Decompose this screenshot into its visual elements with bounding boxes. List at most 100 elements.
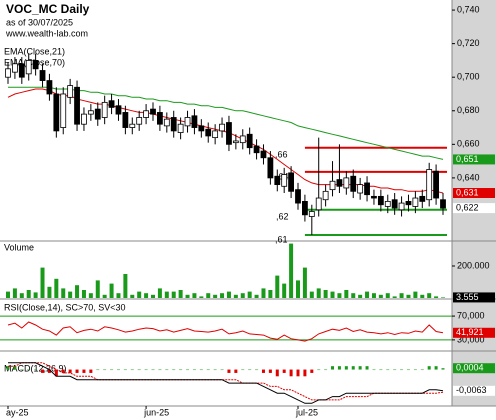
candle-body (53, 93, 60, 132)
volume-bar (68, 291, 73, 298)
histogram-bar (413, 369, 417, 371)
panel-title: MACD(12,26,9) (4, 363, 67, 373)
volume-bar (337, 293, 342, 298)
volume-bar (406, 294, 411, 298)
volume-bar (365, 291, 370, 298)
candle-body (371, 195, 377, 199)
candle-body (60, 93, 67, 128)
volume-bar (47, 286, 52, 298)
candle-body (302, 200, 308, 216)
histogram-bar (110, 369, 114, 371)
volume-bar (116, 293, 121, 298)
volume-bar (137, 291, 142, 298)
x-tick-label: jul-25 (295, 407, 318, 417)
panel-title: RSI(Close,14), SC>70, SV<30 (4, 302, 126, 312)
volume-bar (6, 291, 10, 298)
histogram-bar (47, 369, 51, 373)
histogram-bar (255, 369, 259, 371)
y-tick-label: 0,740 (457, 4, 480, 14)
x-tick-label: ay-25 (6, 407, 29, 417)
volume-bar (102, 294, 107, 298)
candle-body (350, 175, 357, 192)
candle-body (191, 115, 198, 128)
last-value-box (453, 363, 495, 374)
volume-bar (371, 293, 376, 298)
histogram-bar (54, 369, 58, 377)
candle-body (46, 80, 53, 95)
histogram-bar (275, 369, 279, 377)
volume-bar (130, 294, 135, 298)
last-value-box (453, 203, 495, 214)
histogram-bar (199, 369, 203, 371)
histogram-bar (192, 369, 196, 371)
y-tick-label: 70,000 (457, 310, 485, 320)
candle-body (398, 202, 405, 211)
histogram-bar (441, 368, 445, 370)
candle-body (391, 199, 398, 209)
volume-bar (296, 280, 300, 298)
volume-bar (420, 294, 425, 298)
volume-bar (309, 291, 314, 298)
last-value-box (453, 327, 495, 338)
last-value-label: -0,0063 (456, 385, 487, 395)
candle-body (198, 125, 205, 132)
volume-bar (323, 290, 328, 298)
volume-bar (19, 293, 24, 298)
candle-body (322, 190, 329, 201)
candle-body (136, 117, 143, 125)
histogram-bar (303, 369, 307, 377)
macd-line (8, 362, 444, 404)
chart-title: VOC_MC Daily (6, 2, 90, 16)
candle-body (94, 108, 101, 120)
y-tick-label: 0,660 (457, 139, 480, 149)
candle-body (253, 145, 260, 154)
candle-body (115, 105, 122, 115)
candle-body (25, 60, 32, 75)
subtitle: as of 30/07/2025 (6, 17, 73, 27)
last-value-box (453, 385, 495, 396)
candle-body (212, 130, 219, 139)
candle-body (239, 135, 246, 144)
histogram-bar (61, 369, 65, 373)
histogram-bar (420, 369, 424, 371)
y-tick-label: 0,680 (457, 105, 480, 115)
volume-bar (157, 288, 162, 298)
histogram-bar (82, 369, 86, 373)
rsi-line (7, 321, 444, 342)
volume-bar (75, 285, 80, 298)
candle-body (246, 133, 253, 149)
histogram-bar (296, 369, 300, 377)
candle-body (184, 117, 191, 127)
histogram-bar (234, 369, 238, 373)
candle-body (226, 122, 232, 145)
volume-bar (233, 294, 238, 298)
histogram-bar (103, 369, 107, 371)
histogram-bar (400, 369, 404, 371)
last-value-box (453, 292, 495, 303)
volume-bar (213, 294, 218, 298)
histogram-bar (351, 366, 355, 370)
y-tick-label: 200.000 (457, 260, 490, 270)
last-value-box (453, 188, 495, 199)
candle-body (150, 108, 156, 115)
candle-body (433, 170, 439, 199)
candle-body (12, 63, 18, 73)
histogram-bar (130, 369, 134, 371)
histogram-bar (427, 366, 431, 370)
candle-body (67, 85, 74, 98)
histogram-bar (68, 369, 72, 373)
volume-bar (385, 293, 390, 298)
volume-bar (178, 290, 183, 298)
histogram-bar (165, 369, 169, 371)
y-tick-label: 0,720 (457, 38, 480, 48)
last-value-label: 0,651 (456, 154, 479, 164)
histogram-bar (365, 366, 369, 370)
candle-body (315, 197, 322, 211)
histogram-bar (96, 369, 100, 371)
volume-bar (226, 291, 231, 298)
volume-bar (109, 283, 114, 298)
volume-bar (26, 290, 31, 298)
volume-bar (192, 293, 197, 298)
histogram-bar (386, 369, 390, 371)
candle-body (163, 118, 170, 127)
